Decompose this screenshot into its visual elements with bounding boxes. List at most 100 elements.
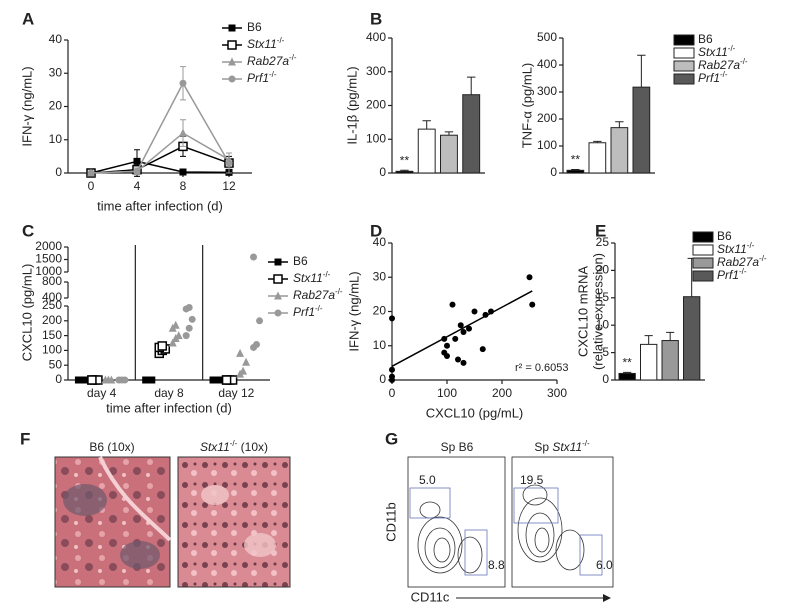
y-tick-label: 200	[42, 313, 62, 327]
flow-plot	[511, 456, 614, 588]
point	[455, 356, 461, 363]
panel-letter: F	[20, 429, 30, 448]
axis-label: CD11c	[411, 589, 450, 604]
y-tick-label: 10	[373, 338, 387, 352]
y-tick-label: 300	[537, 84, 557, 98]
legend-label: Prf1-/-	[698, 70, 728, 86]
marker	[209, 376, 217, 384]
marker	[221, 375, 232, 385]
y-axis-label: TNF-α (pg/mL)	[519, 63, 534, 149]
marker	[107, 375, 116, 384]
marker	[179, 128, 187, 137]
bar	[632, 86, 651, 174]
point	[444, 353, 450, 360]
annotation: **	[571, 153, 581, 167]
error-bar	[422, 120, 431, 130]
legend-swatch	[692, 244, 714, 256]
y-tick-label: 30	[373, 269, 387, 283]
error-bar	[466, 76, 476, 95]
marker	[250, 253, 258, 261]
marker	[225, 159, 233, 167]
marker	[274, 291, 282, 300]
y-axis-label: IFN-γ (ng/mL)	[346, 271, 361, 351]
annotation: r² = 0.6053	[515, 362, 569, 374]
legend-label: Prf1-/-	[247, 70, 277, 86]
point	[460, 329, 467, 336]
point	[389, 377, 395, 383]
y-tick-label: 0	[379, 372, 386, 386]
y-tick-label: 10	[49, 132, 63, 146]
annotation: **	[622, 355, 632, 369]
legend-label: Rab27a-/-	[293, 287, 343, 303]
x-tick-label: 300	[547, 386, 567, 400]
y-axis-label: IFN-γ (ng/mL)	[19, 66, 34, 146]
legend-label: Rab27a-/-	[698, 57, 748, 73]
panel-letter: E	[595, 221, 606, 240]
marker	[228, 24, 236, 32]
x-tick-label: 12	[222, 179, 236, 193]
marker	[242, 357, 251, 366]
gate-value: 6.0	[596, 558, 613, 572]
marker	[182, 332, 190, 340]
series-line	[90, 160, 230, 174]
marker	[273, 274, 283, 284]
y-tick-label: 800	[42, 274, 62, 288]
error-bar	[615, 121, 624, 128]
marker	[145, 376, 153, 384]
bar	[417, 128, 436, 174]
point	[449, 301, 456, 308]
y-tick-label: 100	[537, 138, 557, 152]
histology-image	[177, 456, 291, 588]
marker	[87, 375, 97, 385]
gate-value: 8.8	[488, 558, 505, 572]
y-tick-label: 0	[55, 165, 62, 179]
legend-label: B6	[698, 32, 713, 46]
y-tick-label: 250	[42, 298, 62, 312]
y-tick-label: 1000	[35, 264, 62, 278]
marker	[185, 303, 193, 311]
y-tick-label: 25	[596, 235, 610, 249]
x-axis-label: time after infection (d)	[97, 198, 223, 213]
y-tick-label: 20	[596, 263, 610, 277]
legend-swatch	[673, 73, 695, 85]
y-axis-label: CXCL10 (pg/mL)	[19, 264, 34, 362]
marker	[215, 376, 223, 384]
image-label: B6 (10x)	[89, 440, 134, 454]
marker	[77, 376, 85, 384]
x-tick-label: 8	[180, 179, 187, 193]
y-tick-label: 150	[42, 328, 62, 342]
bar	[395, 170, 414, 174]
bar	[462, 94, 481, 174]
y-tick-label: 50	[49, 357, 63, 371]
marker	[133, 167, 141, 175]
histology-image	[54, 456, 172, 588]
x-tick-label: day 12	[218, 386, 254, 400]
legend-swatch	[673, 34, 695, 46]
marker	[168, 338, 177, 347]
panel-letter: D	[370, 221, 382, 240]
x-tick-label: 100	[437, 386, 457, 400]
y-tick-label: 400	[537, 57, 557, 71]
y-tick-label: 40	[49, 32, 63, 46]
y-axis-label: (relative expression)	[590, 253, 605, 370]
marker	[239, 366, 248, 375]
y-tick-label: 100	[42, 343, 62, 357]
legend-swatch	[692, 231, 714, 243]
legend-label: Prf1-/-	[293, 304, 323, 320]
marker	[157, 341, 168, 351]
marker	[179, 168, 187, 176]
legend-swatch	[692, 270, 714, 282]
marker	[121, 376, 129, 384]
marker	[171, 320, 180, 329]
legend-label: Stx11-/-	[293, 270, 331, 286]
marker	[188, 315, 196, 323]
y-tick-label: 400	[366, 30, 386, 44]
bar	[588, 142, 607, 174]
bar	[618, 372, 636, 381]
point	[479, 346, 486, 353]
y-tick-label: 400	[42, 290, 62, 304]
error-bar	[644, 335, 653, 345]
bar	[610, 127, 629, 174]
point	[526, 274, 533, 281]
x-axis-label: time after infection (d)	[106, 400, 232, 415]
